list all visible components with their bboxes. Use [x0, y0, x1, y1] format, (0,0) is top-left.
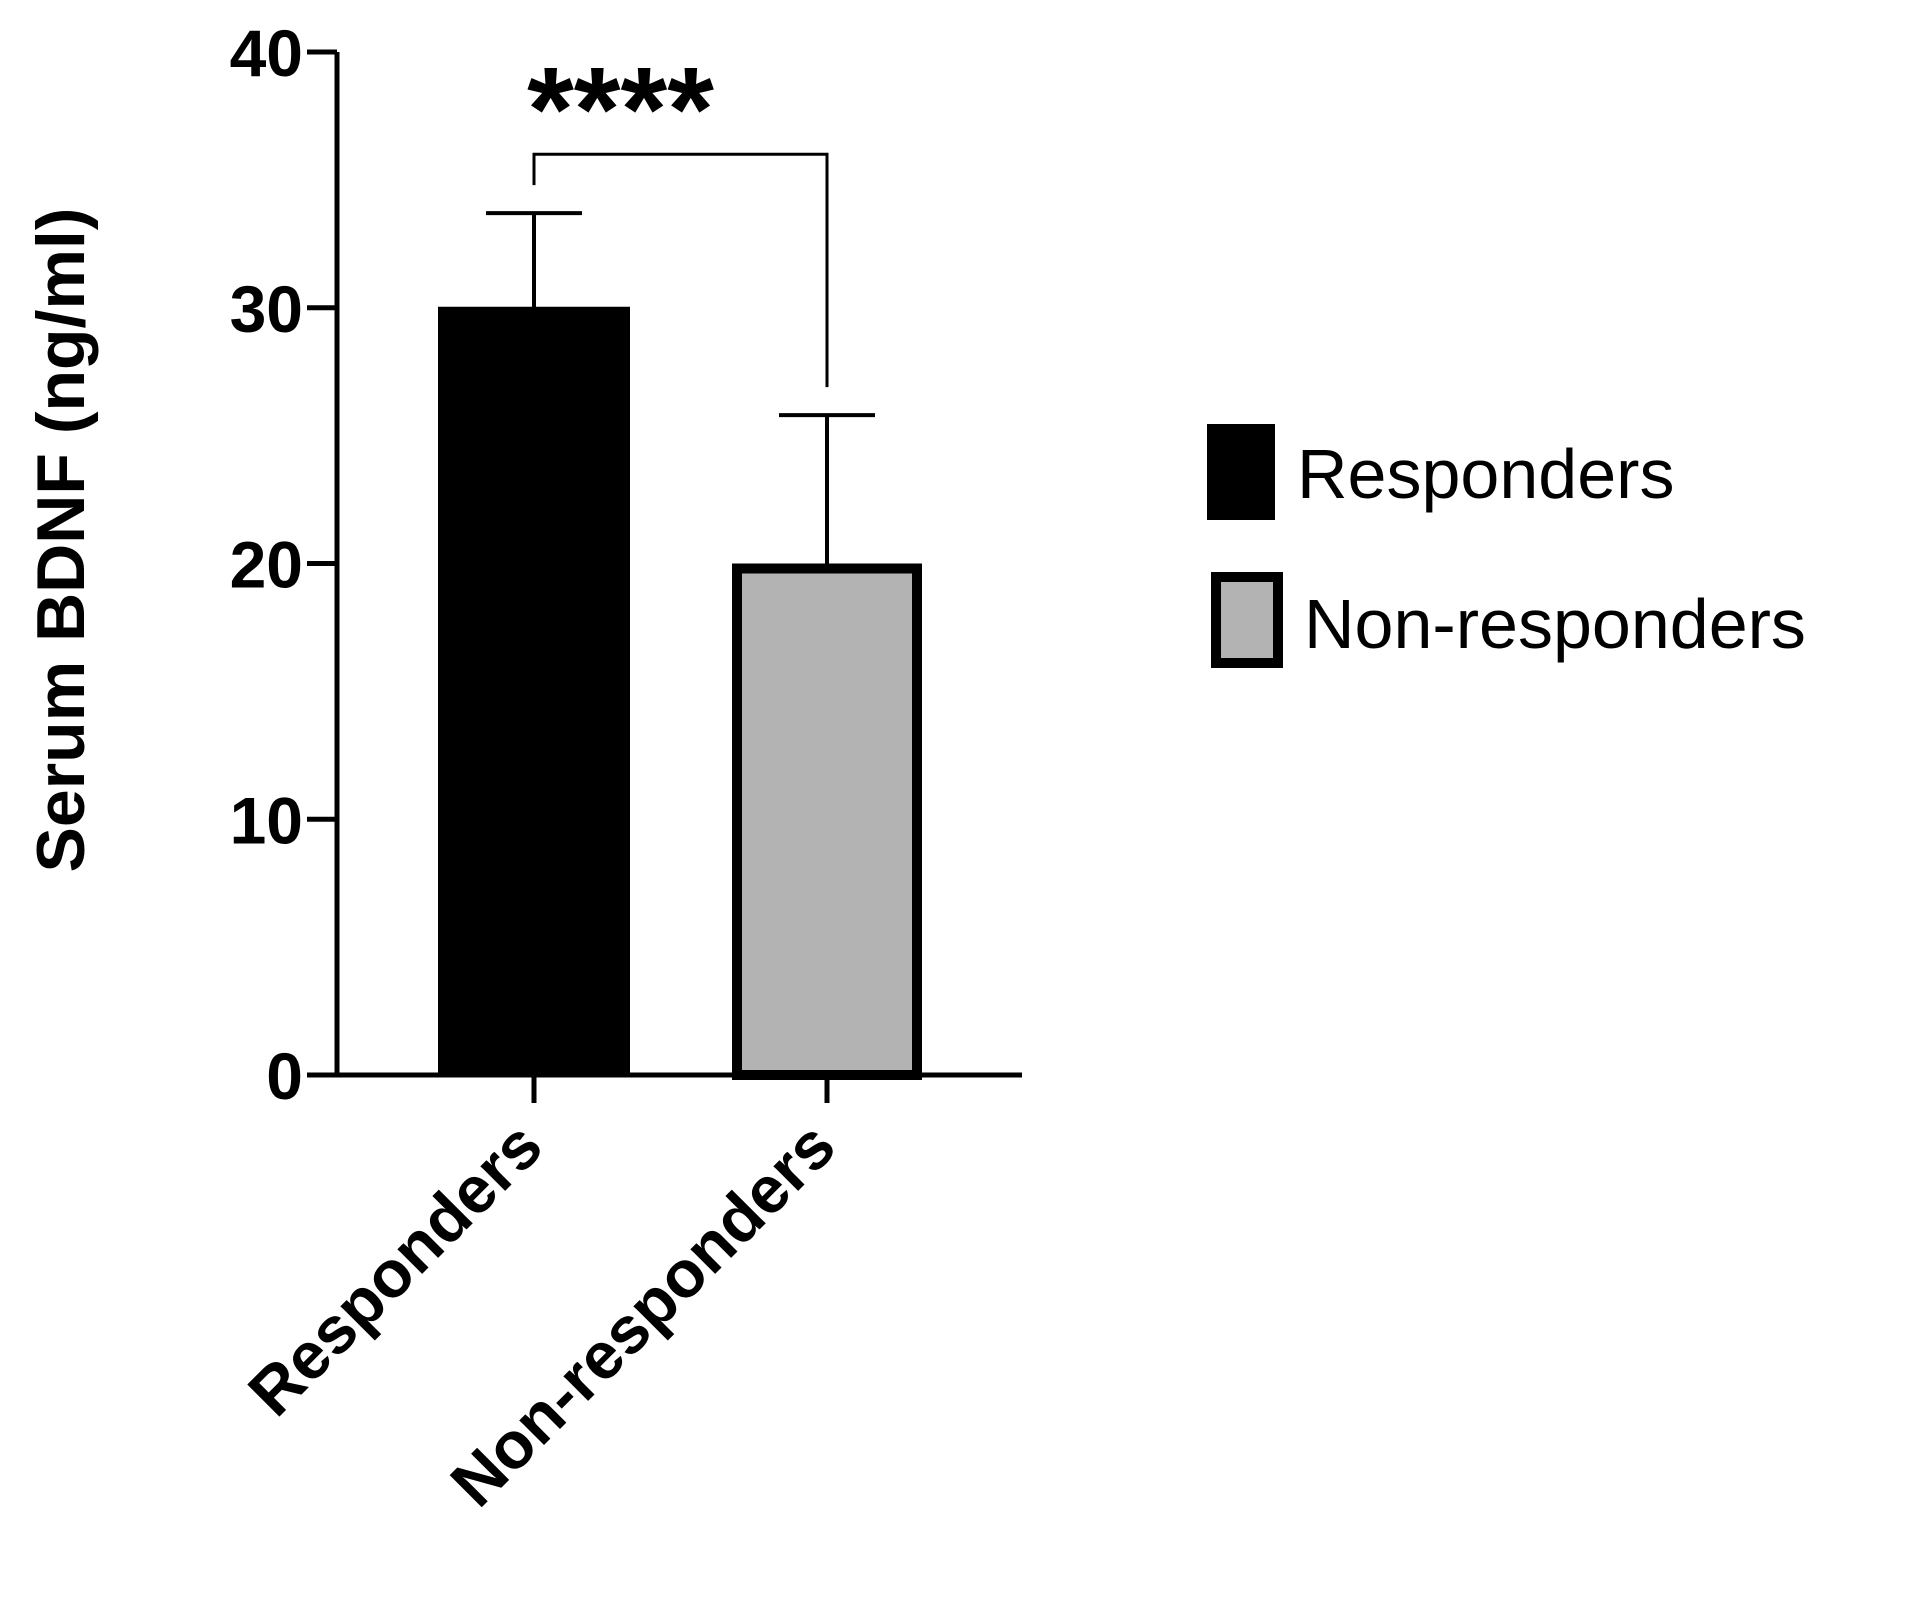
- significance-label: ****: [527, 42, 714, 176]
- y-axis-label: Serum BDNF (ng/ml): [23, 208, 99, 873]
- y-tick-label: 40: [230, 16, 303, 90]
- y-tick-label: 30: [230, 272, 303, 346]
- error-bars: [486, 211, 875, 564]
- legend: Responders Non-responders: [1207, 424, 1806, 668]
- y-tick-label: 20: [230, 528, 303, 602]
- x-ticks: [531, 1075, 830, 1103]
- category-label-responders: Responders: [234, 1108, 556, 1430]
- significance-bracket-line: [532, 152, 829, 388]
- legend-label-non-responders: Non-responders: [1304, 585, 1806, 663]
- bar-non-responders: [732, 563, 922, 1080]
- legend-swatch-non-responders: [1211, 572, 1283, 668]
- y-tick-label: 0: [266, 1039, 303, 1113]
- bars: [438, 306, 922, 1080]
- legend-label-responders: Responders: [1297, 435, 1674, 513]
- legend-swatch-responders: [1207, 424, 1275, 520]
- y-ticks: 0 10 20 30 40: [230, 16, 337, 1113]
- significance-bracket: ****: [527, 42, 829, 388]
- y-tick-label: 10: [230, 783, 303, 857]
- bar-responders: [438, 306, 630, 1076]
